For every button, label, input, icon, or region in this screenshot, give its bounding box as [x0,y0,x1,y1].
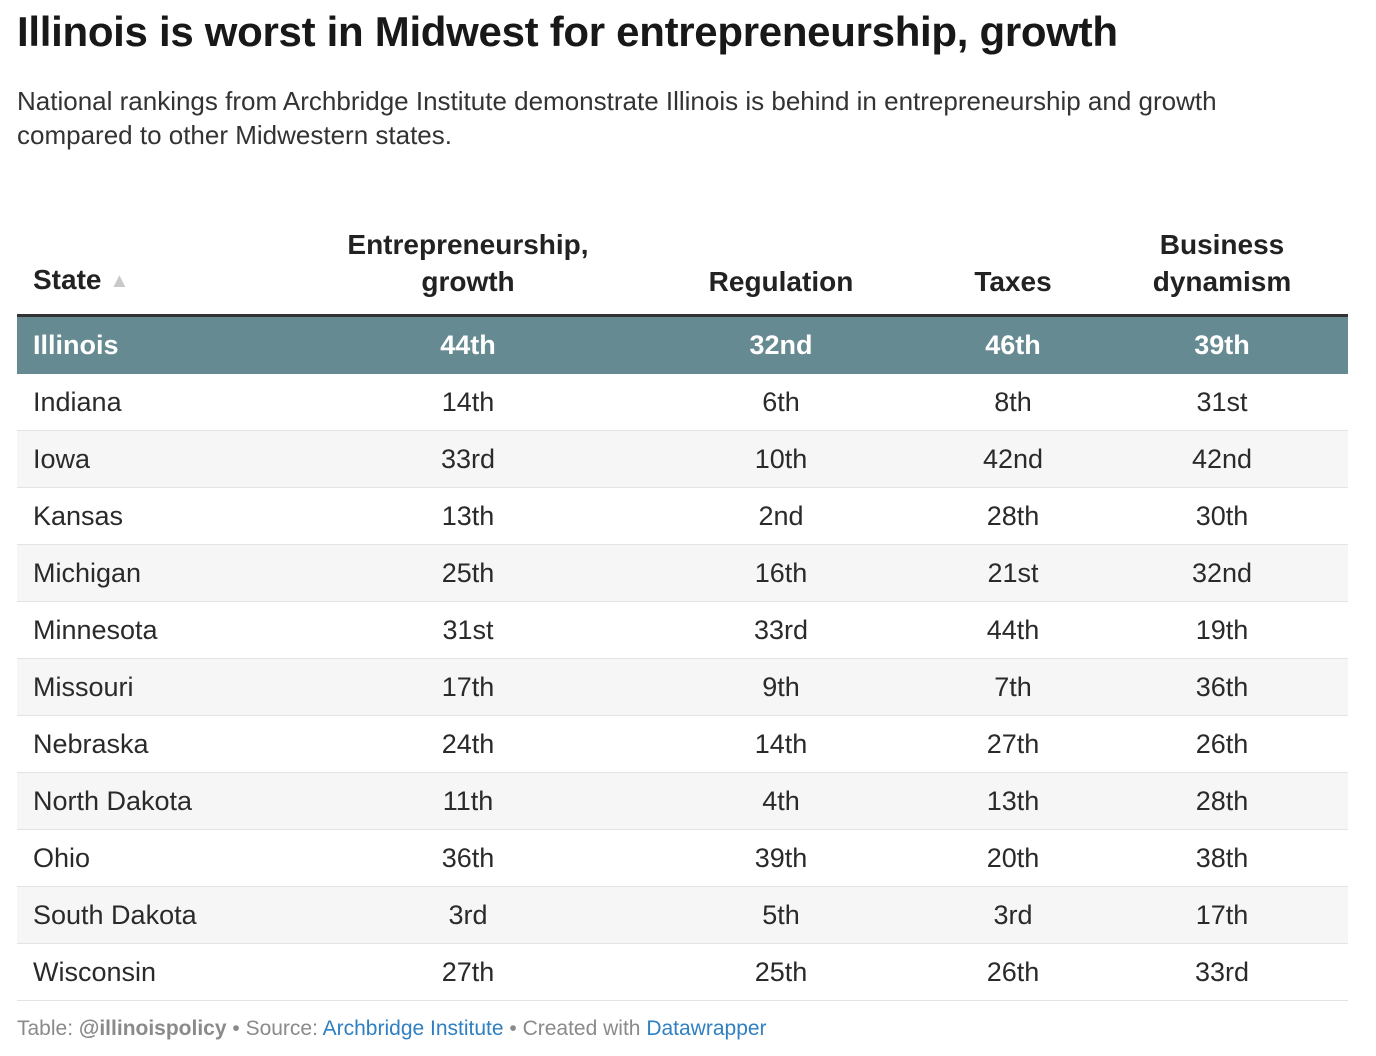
header-taxes[interactable]: Taxes [930,200,1096,317]
footer-tool-link[interactable]: Datawrapper [646,1017,767,1040]
cell-state: Michigan [17,544,304,602]
cell-state: Minnesota [17,601,304,659]
header-taxes-label: Taxes [974,266,1052,297]
cell-taxes: 7th [930,658,1096,716]
cell-state: Ohio [17,829,304,887]
table-row: Iowa 33rd 10th 42nd 42nd [17,430,1348,488]
cell-state: Iowa [17,430,304,488]
header-regulation-label: Regulation [708,266,854,297]
table-header: State ▲ Entrepreneurship, growth Regulatio… [17,200,1348,317]
cell-regulation: 14th [632,715,930,773]
cell-taxes: 27th [930,715,1096,773]
cell-business-dynamism: 33rd [1096,943,1348,1001]
cell-regulation: 5th [632,886,930,944]
chart-title: Illinois is worst in Midwest for entrepr… [17,8,1118,55]
cell-taxes: 20th [930,829,1096,887]
header-regulation[interactable]: Regulation [632,200,930,317]
cell-state: Wisconsin [17,943,304,1001]
header-row: State ▲ Entrepreneurship, growth Regulatio… [17,200,1348,317]
cell-taxes: 13th [930,772,1096,830]
cell-business-dynamism: 17th [1096,886,1348,944]
footer-created-prefix: • Created with [503,1017,647,1040]
cell-business-dynamism: 32nd [1096,544,1348,602]
cell-entrepreneurship: 11th [304,772,632,830]
cell-entrepreneurship: 24th [304,715,632,773]
cell-entrepreneurship: 25th [304,544,632,602]
sort-ascending-icon[interactable]: ▲ [109,270,130,292]
cell-business-dynamism: 26th [1096,715,1348,773]
table-body: Illinois 44th 32nd 46th 39th Indiana 14th 6th 8t… [17,315,1348,1001]
cell-business-dynamism: 36th [1096,658,1348,716]
cell-business-dynamism: 42nd [1096,430,1348,488]
cell-entrepreneurship: 3rd [304,886,632,944]
table-row: Indiana 14th 6th 8th 31st [17,373,1348,431]
cell-entrepreneurship: 13th [304,487,632,545]
cell-taxes: 28th [930,487,1096,545]
cell-business-dynamism: 38th [1096,829,1348,887]
cell-regulation: 6th [632,373,930,431]
cell-regulation: 33rd [632,601,930,659]
cell-entrepreneurship: 33rd [304,430,632,488]
cell-business-dynamism: 30th [1096,487,1348,545]
table-row: Minnesota 31st 33rd 44th 19th [17,601,1348,659]
cell-business-dynamism: 28th [1096,772,1348,830]
chart-footer: Table: @illinoispolicy • Source: Archbri… [17,1017,767,1041]
cell-regulation: 25th [632,943,930,1001]
cell-state: Kansas [17,487,304,545]
cell-entrepreneurship: 17th [304,658,632,716]
cell-business-dynamism: 19th [1096,601,1348,659]
cell-entrepreneurship: 36th [304,829,632,887]
cell-business-dynamism: 31st [1096,373,1348,431]
table-row: Michigan 25th 16th 21st 32nd [17,544,1348,602]
header-state-label: State [33,264,102,295]
table-row: Wisconsin 27th 25th 26th 33rd [17,943,1348,1001]
cell-taxes: 21st [930,544,1096,602]
footer-source-prefix: • Source: [226,1017,323,1040]
cell-entrepreneurship: 31st [304,601,632,659]
footer-table-credit: @illinoispolicy [78,1017,227,1040]
cell-regulation: 16th [632,544,930,602]
cell-state: South Dakota [17,886,304,944]
cell-regulation: 2nd [632,487,930,545]
cell-regulation: 9th [632,658,930,716]
cell-taxes: 42nd [930,430,1096,488]
cell-entrepreneurship: 14th [304,373,632,431]
cell-entrepreneurship: 44th [304,315,632,374]
cell-entrepreneurship: 27th [304,943,632,1001]
cell-regulation: 10th [632,430,930,488]
chart-subtitle: National rankings from Archbridge Instit… [17,86,1217,150]
cell-state: Missouri [17,658,304,716]
cell-state: Illinois [17,315,304,374]
header-business-dynamism[interactable]: Business dynamism [1096,200,1348,317]
footer-source-link[interactable]: Archbridge Institute [322,1017,504,1040]
header-business-line2: dynamism [1152,266,1292,297]
header-entrepreneurship[interactable]: Entrepreneurship, growth [304,200,632,317]
cell-state: North Dakota [17,772,304,830]
table-row: North Dakota 11th 4th 13th 28th [17,772,1348,830]
cell-business-dynamism: 39th [1096,315,1348,374]
cell-taxes: 46th [930,315,1096,374]
cell-taxes: 8th [930,373,1096,431]
table-row: Kansas 13th 2nd 28th 30th [17,487,1348,545]
table-row: Ohio 36th 39th 20th 38th [17,829,1348,887]
table-row: South Dakota 3rd 5th 3rd 17th [17,886,1348,944]
cell-taxes: 44th [930,601,1096,659]
header-business-line1: Business [1159,229,1285,260]
cell-state: Indiana [17,373,304,431]
cell-regulation: 32nd [632,315,930,374]
cell-regulation: 39th [632,829,930,887]
footer-table-prefix: Table: [17,1017,79,1040]
rankings-table: State ▲ Entrepreneurship, growth Regulatio… [17,200,1348,1001]
header-state[interactable]: State ▲ [17,200,304,317]
cell-taxes: 26th [930,943,1096,1001]
header-entrepreneurship-line1: Entrepreneurship, [347,229,589,260]
cell-state: Nebraska [17,715,304,773]
table-row: Missouri 17th 9th 7th 36th [17,658,1348,716]
cell-regulation: 4th [632,772,930,830]
table-row: Illinois 44th 32nd 46th 39th [17,315,1348,374]
table-row: Nebraska 24th 14th 27th 26th [17,715,1348,773]
cell-taxes: 3rd [930,886,1096,944]
rankings-table-container: State ▲ Entrepreneurship, growth Regulatio… [17,200,1348,1001]
header-entrepreneurship-line2: growth [421,266,515,297]
